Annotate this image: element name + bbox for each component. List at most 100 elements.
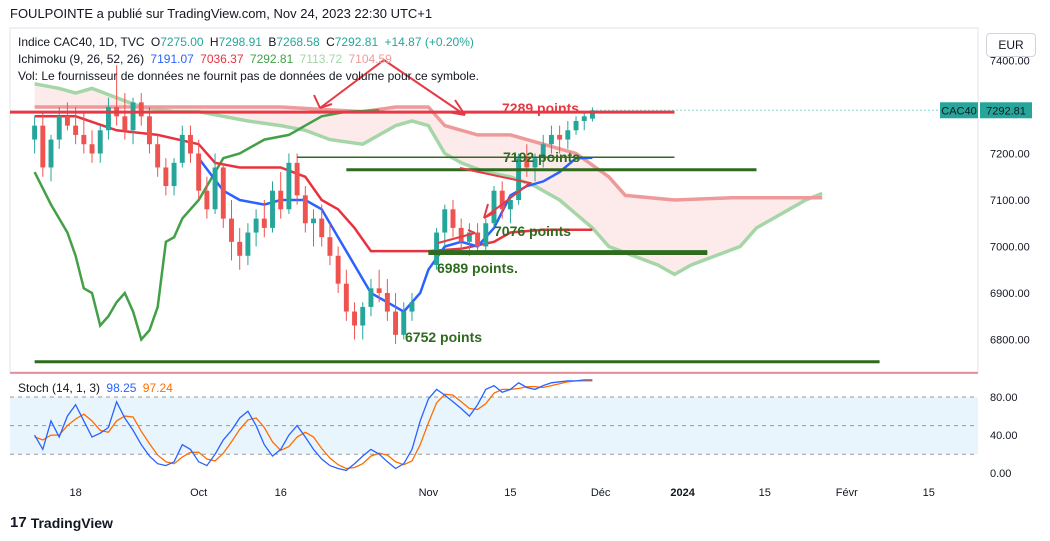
ichimoku-cloud	[34, 83, 823, 275]
candle	[196, 139, 202, 200]
candle	[475, 223, 481, 252]
candle-body	[409, 302, 415, 312]
candle	[311, 209, 316, 247]
legend-b-label: B	[268, 35, 277, 49]
arrow-drawing	[459, 167, 533, 219]
arrow-drawing	[483, 203, 497, 219]
candle	[105, 97, 111, 140]
stoch-tick-label: 80.00	[990, 392, 1018, 404]
legend-kijun-value: 7036.37	[200, 52, 244, 66]
tradingview-logo-icon: 17	[10, 514, 27, 531]
cloud-fill	[34, 83, 823, 275]
candle	[540, 134, 546, 168]
candle-body	[32, 125, 38, 140]
candle	[179, 125, 185, 168]
candle	[524, 144, 530, 177]
currency-button[interactable]: EUR	[986, 33, 1036, 57]
candle-body	[122, 116, 128, 131]
candle-body	[220, 167, 226, 219]
legend-tenkan-value: 7191.07	[150, 52, 194, 66]
legend-volume: Vol: Le fournisseur de données ne fourni…	[18, 69, 482, 83]
brand: 17 TradingView	[10, 514, 113, 531]
candle-body	[278, 190, 284, 210]
candle-body	[442, 209, 448, 233]
time-tick-label: 16	[275, 487, 287, 499]
candle-body	[245, 232, 251, 256]
legend-main: Indice CAC40, 1D, TVC O7275.00 H7298.91 …	[18, 35, 477, 49]
stoch-k-line	[34, 379, 593, 472]
candle-body	[573, 120, 579, 131]
span-b-line	[34, 105, 823, 202]
candle	[548, 125, 554, 154]
candle-body	[327, 237, 333, 256]
legend-volume-text: Vol: Le fournisseur de données ne fourni…	[18, 69, 479, 83]
candle	[442, 204, 448, 247]
chart-grid	[9, 27, 979, 374]
candle	[343, 269, 349, 321]
candle-body	[376, 288, 382, 293]
candle	[360, 302, 366, 340]
candle	[393, 292, 399, 345]
time-tick-label: Oct	[190, 487, 207, 499]
candle	[171, 158, 177, 196]
annotations: 7289 points. 7192 points 7076 points 6989 p…	[10, 58, 880, 364]
candle	[294, 153, 300, 205]
candle	[97, 125, 103, 163]
candle	[491, 186, 497, 228]
candle-body	[311, 218, 316, 224]
candle-body	[524, 158, 530, 168]
legend-low: 7268.58	[276, 35, 320, 49]
arrow-drawing	[313, 94, 333, 109]
candle	[458, 218, 464, 252]
candle-body	[56, 116, 62, 140]
legend-c-label: C	[326, 35, 335, 49]
price-tag-value-bg	[980, 102, 1032, 119]
candle	[155, 134, 161, 177]
candle-body	[475, 232, 481, 247]
axes: 6800.006900.007000.007100.007200.007300.…	[70, 56, 1032, 499]
candle	[450, 200, 456, 238]
candle	[237, 227, 243, 270]
candle	[220, 162, 226, 228]
candle	[401, 302, 407, 340]
price-tick-label: 7000.00	[990, 241, 1030, 253]
candle-body	[81, 134, 87, 145]
candle-body	[335, 255, 341, 284]
candle	[557, 125, 563, 154]
legend-chikou-value: 7292.81	[249, 52, 294, 66]
candle-body	[179, 134, 185, 163]
candle	[64, 102, 70, 131]
time-tick-label: 15	[504, 487, 516, 499]
candle	[188, 125, 193, 163]
candle-body	[532, 158, 538, 168]
candle-body	[516, 158, 522, 200]
candle-body	[188, 134, 193, 154]
candle	[589, 107, 595, 122]
annotation-label: 7192 points	[503, 149, 580, 165]
stoch-tick-label: 0.00	[990, 468, 1011, 480]
candle	[286, 153, 292, 214]
candle	[278, 172, 284, 219]
candle-body	[458, 227, 464, 242]
arrow-drawing	[319, 58, 466, 116]
price-tick-label: 7200.00	[990, 149, 1030, 161]
candle-body	[393, 311, 399, 335]
candle	[327, 223, 333, 266]
price-tick-label: 7400.00	[990, 56, 1030, 68]
annotation-label: 7076 points	[494, 223, 571, 239]
candle	[302, 186, 308, 233]
candles	[32, 65, 595, 345]
candle-body	[171, 162, 177, 187]
time-tick-label: 2024	[670, 487, 695, 499]
candle-body	[40, 125, 46, 168]
candle	[32, 116, 38, 154]
candle	[40, 111, 46, 177]
time-tick-label: Nov	[419, 487, 439, 499]
time-tick-label: Déc	[591, 487, 611, 499]
stochastic-pane	[10, 379, 978, 472]
legend-close: 7292.81	[334, 35, 379, 49]
legend-h-label: H	[209, 35, 219, 49]
candle-body	[434, 232, 440, 266]
candle	[163, 158, 169, 196]
